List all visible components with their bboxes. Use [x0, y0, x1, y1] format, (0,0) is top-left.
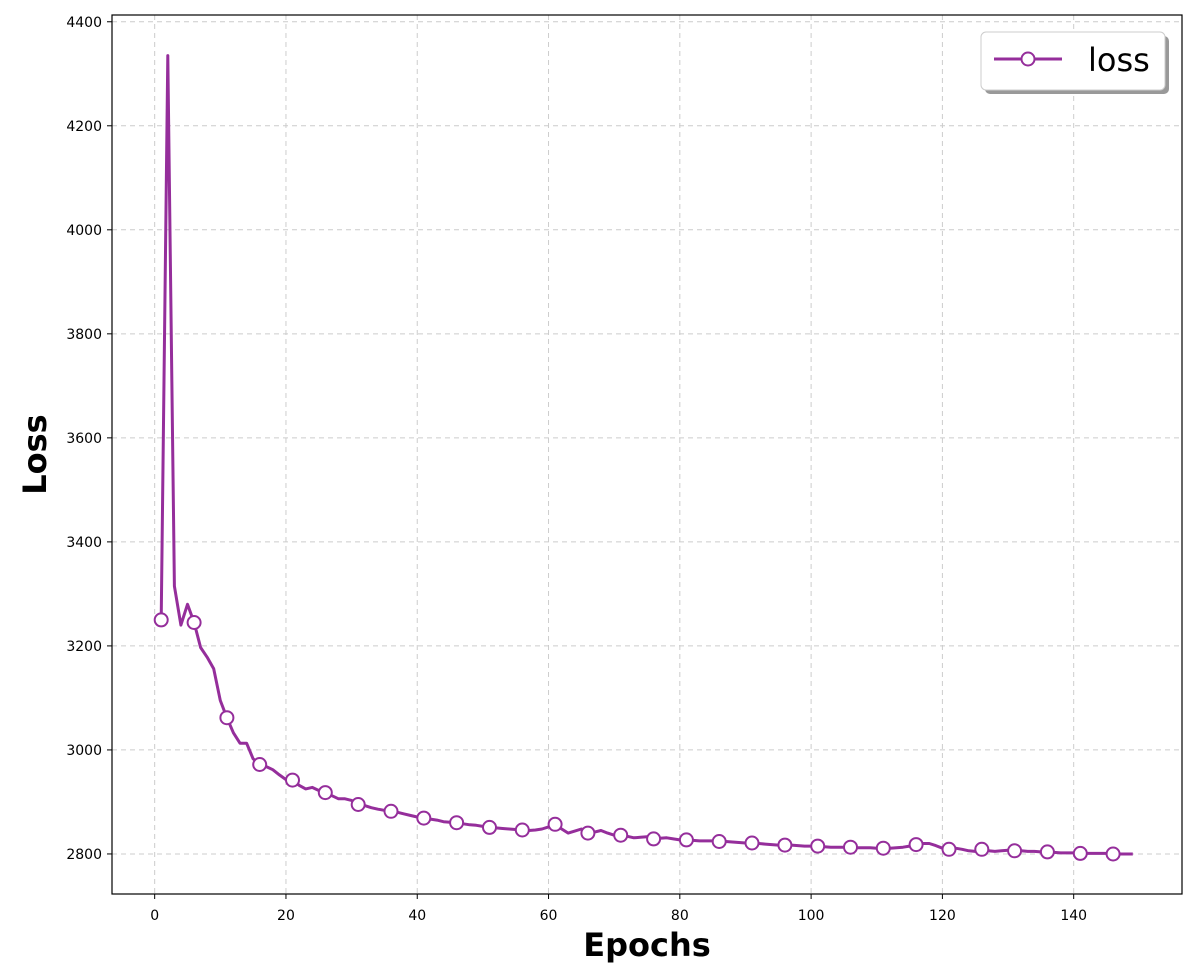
- data-point-marker: [1039, 844, 1055, 860]
- y-tick-label: 4400: [66, 15, 102, 31]
- y-tick-label: 2800: [66, 847, 102, 863]
- data-point-marker: [1105, 846, 1121, 862]
- x-tick-label: 40: [408, 908, 426, 924]
- data-point-marker: [317, 785, 333, 801]
- legend: loss: [980, 31, 1169, 94]
- data-point-marker: [810, 838, 826, 854]
- data-point-marker: [908, 837, 924, 853]
- x-tick-label: 120: [929, 908, 956, 924]
- x-tick-label: 140: [1060, 908, 1087, 924]
- data-point-marker: [383, 803, 399, 819]
- data-point-marker: [186, 615, 202, 630]
- x-tick-label: 60: [540, 908, 558, 924]
- data-point-marker: [547, 816, 563, 832]
- data-point-marker: [449, 815, 465, 831]
- data-point-marker: [974, 841, 990, 857]
- data-point-marker: [153, 612, 169, 628]
- y-tick-label: 3200: [66, 639, 102, 655]
- data-point-marker: [1007, 843, 1023, 859]
- x-axis: 0 20 40 60 80 100 120 140: [150, 894, 1087, 924]
- data-point-marker: [941, 841, 957, 857]
- data-point-marker: [580, 825, 596, 841]
- data-point-marker: [514, 822, 530, 838]
- data-point-marker: [875, 840, 891, 856]
- series-loss: [153, 54, 1133, 862]
- legend-box: [980, 31, 1166, 91]
- data-point-marker: [711, 834, 727, 849]
- plot-area-frame: [111, 14, 1183, 895]
- data-point-marker: [350, 797, 366, 812]
- data-point-marker: [1072, 845, 1088, 861]
- x-tick-label: 0: [150, 908, 159, 924]
- data-point-marker: [252, 757, 268, 772]
- y-tick-label: 4200: [66, 119, 102, 135]
- y-tick-label: 3400: [66, 535, 102, 551]
- data-point-marker: [482, 819, 497, 835]
- x-tick-label: 100: [798, 908, 825, 924]
- y-tick-label: 3000: [66, 743, 102, 759]
- x-tick-label: 20: [277, 908, 295, 924]
- data-point-marker: [285, 772, 300, 788]
- data-point-marker: [416, 810, 432, 826]
- y-axis-title: Loss: [16, 414, 54, 494]
- data-point-marker: [744, 835, 760, 851]
- y-tick-label: 3800: [66, 327, 102, 343]
- data-point-marker: [843, 839, 858, 855]
- data-point-marker: [646, 831, 662, 847]
- data-point-marker: [678, 832, 694, 848]
- grid: [112, 15, 1182, 894]
- legend-marker-sample: [1020, 51, 1036, 67]
- data-point-marker: [777, 837, 793, 853]
- y-tick-label: 4000: [66, 223, 102, 239]
- data-point-marker: [613, 827, 629, 843]
- y-tick-label: 3600: [66, 431, 102, 447]
- data-point-marker: [219, 710, 235, 726]
- y-axis: 2800 3000 3200 3400 3600 3800 4000 4200 4400: [66, 15, 112, 863]
- x-axis-title: Epochs: [583, 926, 711, 964]
- legend-label-loss: loss: [1088, 41, 1150, 79]
- x-tick-label: 80: [671, 908, 689, 924]
